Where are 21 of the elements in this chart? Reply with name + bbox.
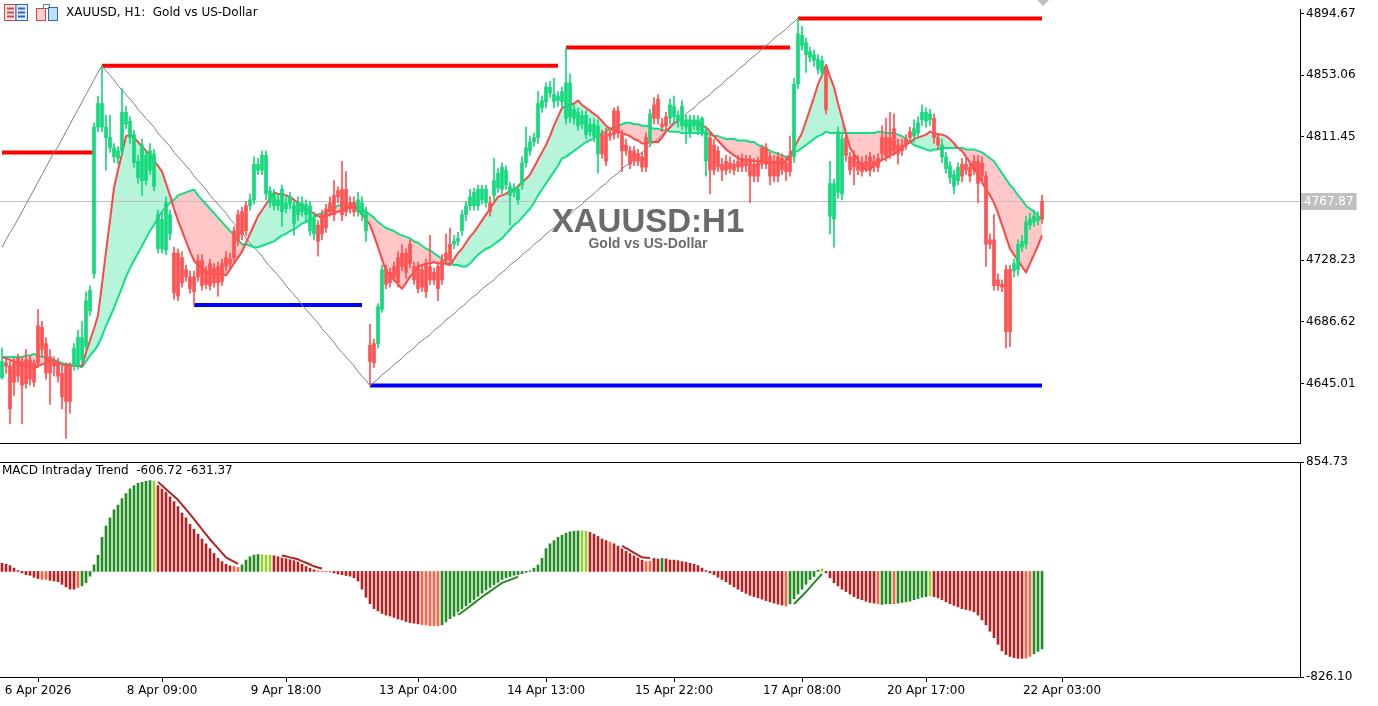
x-tick-label: 14 Apr 13:00 bbox=[506, 683, 586, 698]
y-tick-label: 4811.45 bbox=[1306, 129, 1356, 144]
x-tick-label: 9 Apr 18:00 bbox=[250, 683, 322, 698]
x-tick-label: 8 Apr 09:00 bbox=[126, 683, 198, 698]
chart-title: XAUUSD, H1: Gold vs US-Dollar bbox=[66, 5, 258, 20]
x-tick-label: 22 Apr 03:00 bbox=[1022, 683, 1102, 698]
y-tick-label: 4894.67 bbox=[1306, 5, 1356, 20]
x-tick-label: 20 Apr 17:00 bbox=[886, 683, 966, 698]
x-tick-label: 6 Apr 2026 bbox=[4, 683, 72, 698]
y-tick-label: 4686.62 bbox=[1306, 314, 1356, 329]
x-tick-label: 15 Apr 22:00 bbox=[634, 683, 714, 698]
bar bbox=[312, 569, 316, 572]
y-tick-label: 854.73 bbox=[1306, 454, 1348, 469]
chart-title: MACD Intraday Trend -606.72 -631.37 bbox=[2, 463, 233, 478]
y-tick-label: 4645.01 bbox=[1306, 375, 1356, 390]
y-tick-label: -826.10 bbox=[1306, 669, 1353, 684]
x-tick-label: 17 Apr 08:00 bbox=[762, 683, 842, 698]
x-tick-label: 13 Apr 04:00 bbox=[378, 683, 458, 698]
y-tick-label: 4728.23 bbox=[1306, 252, 1356, 267]
y-tick-label: 4853.06 bbox=[1306, 67, 1356, 82]
ref-line-label: 4767.87 bbox=[1304, 193, 1354, 208]
